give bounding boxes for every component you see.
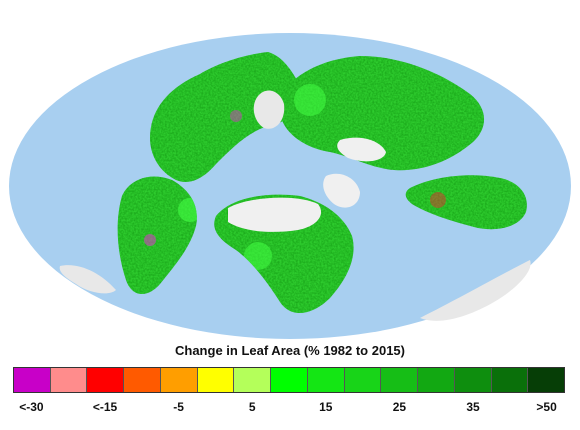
legend-swatch: [418, 368, 455, 392]
legend-tick-label: 15: [319, 400, 333, 414]
legend-swatch: [528, 368, 565, 392]
legend-swatch: [197, 368, 235, 392]
greenland-ice: [253, 90, 285, 129]
legend-swatch: [454, 368, 492, 392]
legend-title: Change in Leaf Area (% 1982 to 2015): [175, 343, 405, 358]
legend-swatch: [160, 368, 198, 392]
legend-tick-label: -5: [173, 400, 184, 414]
legend-swatch: [344, 368, 382, 392]
legend-swatch: [87, 368, 125, 392]
antarctica-west-ice: [59, 265, 116, 294]
legend-tick-label: >50: [536, 400, 557, 414]
legend-swatch: [307, 368, 345, 392]
legend-tick-label: 35: [466, 400, 480, 414]
legend-swatch: [271, 368, 308, 392]
legend-swatch: [124, 368, 161, 392]
legend-swatch: [234, 368, 272, 392]
legend-swatch: [50, 368, 88, 392]
legend-tick-label: 25: [392, 400, 407, 414]
legend-tick-label: <-30: [19, 400, 44, 414]
legend-swatch: [381, 368, 419, 392]
legend-color-bar: [13, 367, 565, 393]
legend-tick-label: <-15: [92, 400, 118, 414]
world-map: [9, 33, 571, 339]
arabian-desert: [323, 173, 360, 208]
sahara-desert: [228, 197, 322, 232]
antarctica-east-ice: [420, 260, 531, 321]
central-asia-desert: [337, 137, 386, 162]
legend-swatch: [491, 368, 529, 392]
legend-tick-label: 5: [248, 400, 256, 414]
legend-swatch: [14, 368, 51, 392]
